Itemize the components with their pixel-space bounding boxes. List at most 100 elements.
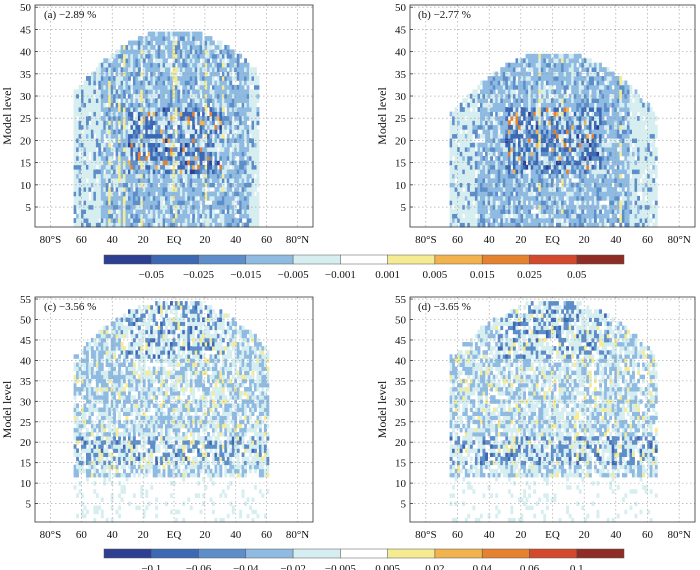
field-cell	[147, 120, 151, 126]
field-cell	[73, 107, 77, 112]
field-cell	[93, 164, 97, 170]
field-cell	[474, 156, 478, 161]
field-cell	[518, 218, 521, 223]
field-cell	[502, 169, 506, 175]
field-cell	[214, 156, 218, 161]
field-cell	[548, 138, 552, 143]
field-cell	[125, 142, 129, 148]
field-cell	[512, 129, 516, 135]
field-cell	[588, 62, 592, 68]
field-cell	[462, 124, 466, 130]
field-cell	[482, 84, 486, 90]
field-cell	[118, 120, 121, 126]
field-cell	[538, 204, 542, 210]
field-cell	[588, 218, 592, 223]
field-cell	[145, 222, 149, 228]
field-cell	[98, 164, 102, 170]
field-cell	[199, 178, 203, 183]
field-cell	[251, 67, 255, 72]
field-cell	[538, 67, 542, 72]
field-cell	[187, 173, 191, 179]
field-cell	[172, 120, 176, 126]
field-cell	[571, 80, 575, 86]
field-cell	[497, 147, 501, 152]
field-cell	[177, 98, 181, 103]
field-cell	[105, 222, 109, 228]
field-cell	[110, 120, 114, 126]
field-cell	[530, 93, 534, 99]
field-cell	[184, 173, 188, 179]
field-cell	[179, 120, 183, 126]
field-cell	[209, 53, 213, 59]
field-cell	[583, 98, 587, 103]
field-cell	[162, 222, 166, 228]
field-cell	[507, 209, 511, 214]
field-cell	[86, 151, 89, 157]
field-cell	[581, 80, 585, 86]
field-cell	[110, 89, 114, 95]
field-cell	[100, 173, 104, 179]
field-cell	[212, 169, 215, 175]
field-cell	[533, 124, 537, 130]
field-cell	[182, 58, 186, 64]
field-cell	[523, 76, 526, 81]
field-cell	[609, 200, 613, 206]
field-cell	[256, 98, 260, 103]
field-cell	[150, 107, 154, 112]
field-cell	[108, 71, 112, 77]
field-cell	[152, 182, 156, 188]
field-cell	[520, 120, 524, 126]
field-cell	[528, 124, 531, 130]
field-cell	[553, 213, 557, 219]
field-cell	[120, 124, 124, 130]
field-cell	[244, 178, 247, 183]
field-cell	[241, 89, 245, 95]
field-cell	[586, 67, 590, 72]
field-cell	[78, 111, 82, 117]
field-cell	[561, 53, 564, 59]
field-cell	[152, 169, 156, 175]
field-cell	[246, 102, 250, 108]
field-cell	[573, 102, 577, 108]
field-cell	[457, 178, 461, 183]
field-cell	[182, 200, 186, 206]
field-cell	[497, 80, 501, 86]
field-cell	[251, 200, 255, 206]
field-cell	[581, 156, 585, 161]
field-cell	[528, 116, 531, 121]
field-cell	[254, 178, 257, 183]
field-cell	[573, 120, 577, 126]
field-cell	[500, 133, 504, 139]
field-cell	[583, 160, 587, 166]
field-cell	[103, 129, 107, 135]
field-cell	[177, 204, 181, 210]
field-cell	[578, 156, 582, 161]
field-cell	[192, 218, 196, 223]
field-cell	[510, 182, 514, 188]
field-cell	[571, 173, 575, 179]
field-cell	[115, 160, 119, 166]
field-cell	[152, 36, 156, 41]
field-cell	[525, 98, 529, 103]
field-cell	[108, 76, 112, 81]
field-cell	[199, 191, 203, 197]
field-cell	[214, 58, 218, 64]
field-cell	[224, 45, 228, 50]
field-cell	[192, 204, 196, 210]
field-cell	[507, 191, 511, 197]
field-cell	[86, 222, 89, 228]
field-cell	[192, 120, 196, 126]
field-cell	[135, 111, 139, 117]
field-cell	[199, 156, 203, 161]
field-cell	[76, 89, 79, 95]
field-cell	[599, 89, 602, 95]
field-cell	[500, 164, 504, 170]
field-cell	[609, 218, 613, 223]
field-cell	[500, 138, 504, 143]
field-cell	[170, 133, 173, 139]
field-cell	[553, 169, 557, 175]
field-cell	[538, 164, 542, 170]
field-cell	[507, 204, 511, 210]
field-cell	[231, 89, 235, 95]
field-cell	[212, 93, 215, 99]
